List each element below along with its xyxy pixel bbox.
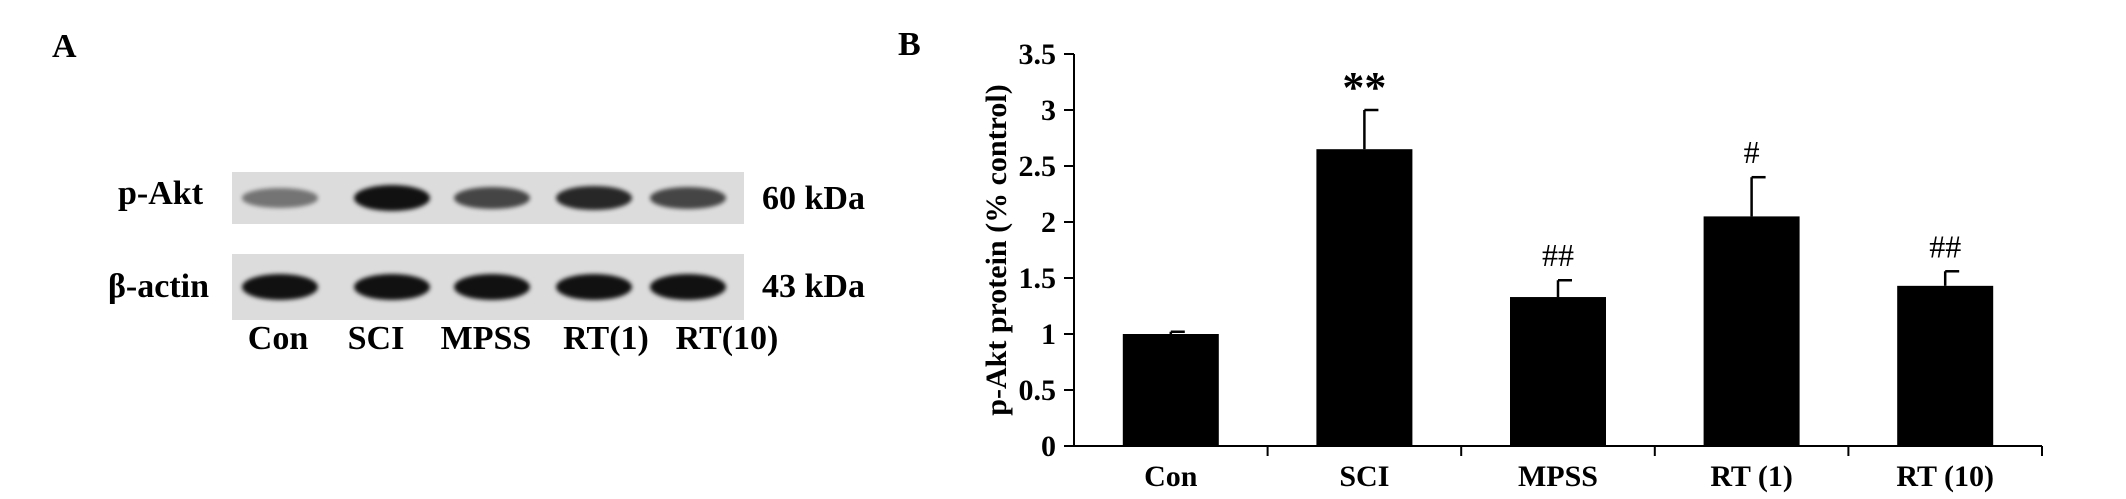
blot-band <box>242 274 318 300</box>
y-tick-label: 2 <box>1041 206 1056 239</box>
blot-band <box>242 188 318 208</box>
lane-label-sci: SCI <box>347 320 405 357</box>
pakt-blot-strip <box>232 172 744 224</box>
blot-row-size-pakt: 60 kDa <box>762 180 865 217</box>
blot-band <box>454 274 530 300</box>
blot-band <box>650 274 726 300</box>
blot-band <box>454 186 530 210</box>
y-tick-label: 1 <box>1041 318 1056 351</box>
y-tick-label: 0 <box>1041 430 1056 463</box>
bar <box>1122 334 1219 446</box>
y-axis-title: p-Akt protein (% control) <box>980 84 1013 415</box>
x-tick-label: Con <box>1144 460 1198 493</box>
y-tick-label: 0.5 <box>1019 374 1057 407</box>
blot-band <box>354 185 430 211</box>
bar <box>1510 297 1606 446</box>
blot-band <box>556 185 632 211</box>
lane-label-con: Con <box>247 320 309 357</box>
blot-band <box>650 186 726 210</box>
blot-row-label-pakt: p-Akt <box>118 175 204 212</box>
significance-marker: ## <box>1929 228 1961 264</box>
y-tick-label: 2.5 <box>1019 150 1057 183</box>
lane-label-mpss: MPSS <box>440 320 532 357</box>
y-tick-label: 1.5 <box>1019 262 1057 295</box>
bactin-blot-strip <box>232 254 744 320</box>
x-tick-label: SCI <box>1339 460 1389 493</box>
x-tick-label: RT (1) <box>1710 460 1793 493</box>
significance-marker: ## <box>1542 237 1574 273</box>
blot-row-size-bactin: 43 kDa <box>762 268 865 305</box>
significance-marker: # <box>1744 134 1760 170</box>
bar <box>1316 149 1413 446</box>
lane-label-rt1: RT(1) <box>563 320 649 357</box>
blot-row-label-bactin: β-actin <box>108 268 210 305</box>
x-tick-label: MPSS <box>1518 460 1598 493</box>
bar <box>1703 216 1800 446</box>
y-tick-label: 3 <box>1041 94 1056 127</box>
y-tick-label: 3.5 <box>1019 38 1057 71</box>
x-tick-label: RT (10) <box>1896 460 1994 493</box>
significance-marker: ** <box>1342 63 1386 112</box>
blot-band <box>556 274 632 300</box>
blot-band <box>354 274 430 300</box>
panel-a-letter: A <box>52 28 77 65</box>
lane-label-rt10: RT(10) <box>675 320 779 357</box>
bar <box>1897 285 1994 446</box>
panel-b-letter: B <box>898 26 921 63</box>
